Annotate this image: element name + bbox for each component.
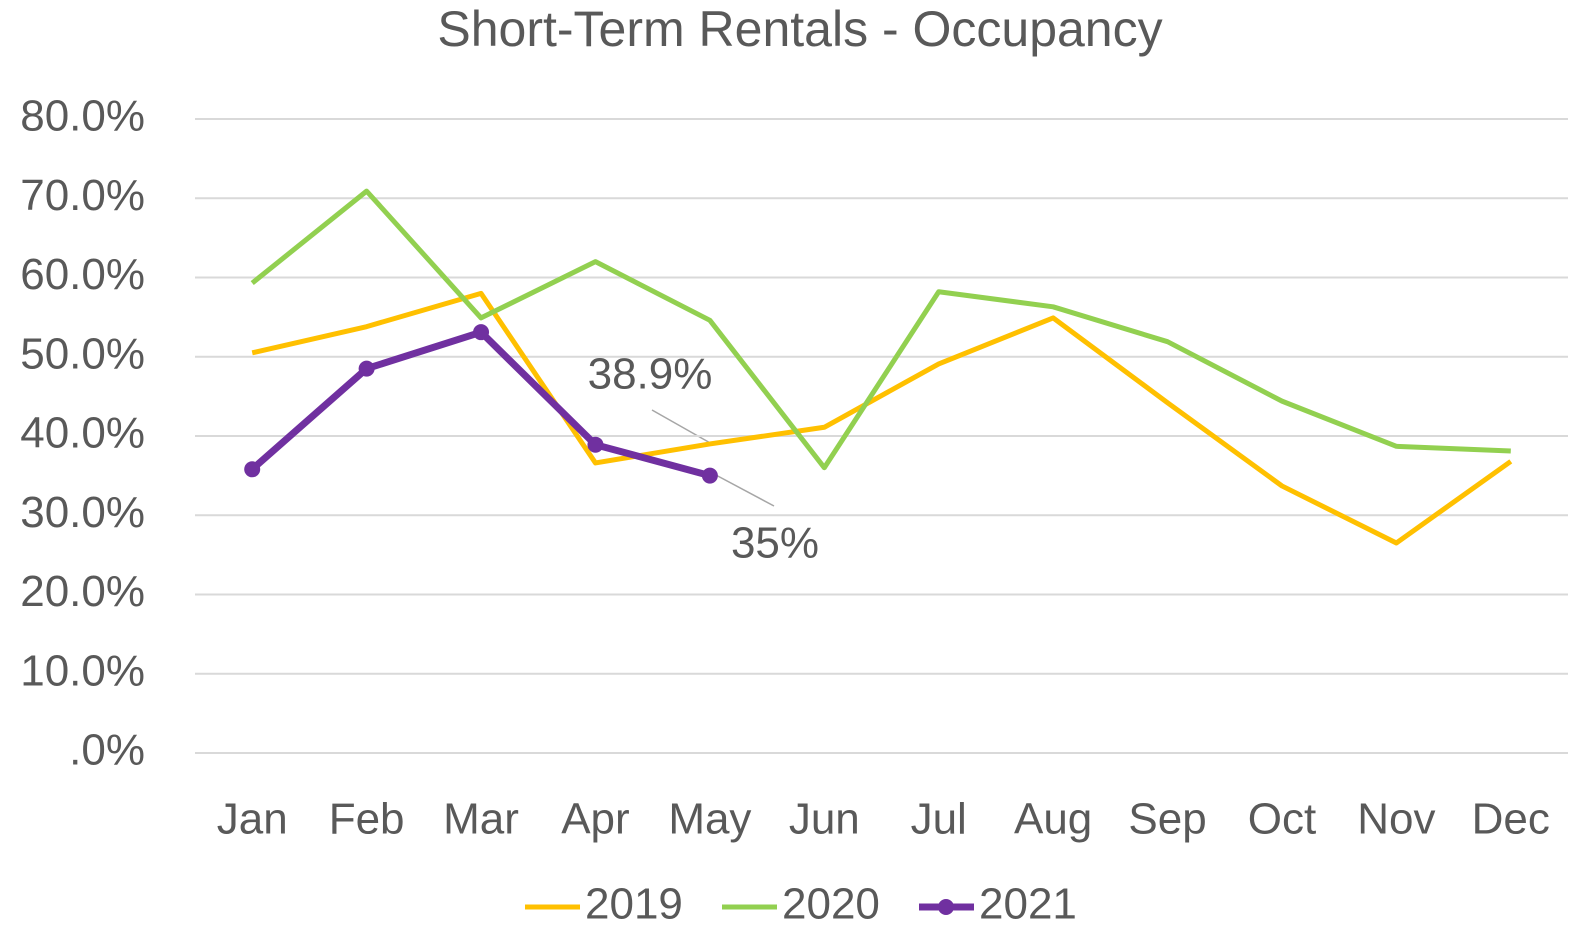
x-tick-label: Jun (789, 795, 860, 844)
leader-line (651, 409, 713, 445)
x-tick-label: May (668, 795, 751, 844)
data-label: 38.9% (588, 350, 713, 399)
x-tick-label: Mar (443, 795, 519, 844)
y-tick-label: 50.0% (20, 329, 145, 378)
legend-label: 2019 (585, 880, 683, 929)
x-tick-label: Oct (1248, 795, 1316, 844)
chart-title: Short-Term Rentals - Occupancy (437, 1, 1162, 57)
x-tick-label: Aug (1014, 795, 1092, 844)
legend-marker (938, 899, 954, 915)
x-tick-label: Apr (561, 795, 629, 844)
point (701, 467, 718, 484)
y-tick-label: 40.0% (20, 409, 145, 458)
point (473, 324, 490, 341)
y-tick-label: 60.0% (20, 250, 145, 299)
x-tick-label: Jan (217, 795, 288, 844)
y-tick-label: 30.0% (20, 488, 145, 537)
y-tick-label: 80.0% (20, 92, 145, 141)
legend-label: 2021 (979, 880, 1077, 929)
y-tick-label: 10.0% (20, 646, 145, 695)
series-line (250, 188, 1511, 471)
x-tick-label: Feb (329, 795, 405, 844)
x-tick-label: Jul (911, 795, 967, 844)
data-label: 35% (731, 519, 819, 568)
leader-line (713, 473, 775, 507)
point (358, 360, 375, 377)
x-tick-label: Nov (1357, 795, 1435, 844)
y-tick-label: 20.0% (20, 567, 145, 616)
x-tick-label: Dec (1472, 795, 1550, 844)
point (587, 436, 604, 453)
point (244, 461, 261, 478)
y-tick-label: .0% (69, 726, 145, 775)
legend-label: 2020 (782, 880, 880, 929)
x-tick-label: Sep (1128, 795, 1206, 844)
y-tick-label: 70.0% (20, 171, 145, 220)
